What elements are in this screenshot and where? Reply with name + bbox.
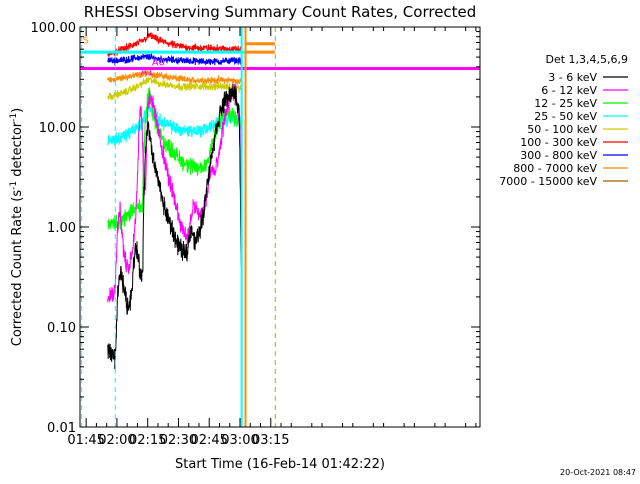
y-axis-label-sup2: -1 — [9, 113, 19, 122]
annotation-0: S — [83, 36, 89, 47]
y-axis-label-end: ) — [10, 108, 25, 113]
series-line-5 — [107, 32, 243, 58]
x-axis-label: Start Time (16-Feb-14 01:42:22) — [175, 457, 385, 472]
legend-label-7: 800 - 7000 keV — [513, 162, 597, 175]
legend-label-8: 7000 - 15000 keV — [499, 175, 597, 188]
x-tick-label-4: 02:45 — [190, 433, 227, 448]
data-layer — [107, 32, 243, 370]
series-line-0 — [107, 83, 243, 370]
y-axis-label: Corrected Count Rate (s-1 detector-1) — [9, 108, 25, 346]
x-tick-label-0: 01:45 — [67, 433, 104, 448]
legend-label-5: 100 - 300 keV — [520, 136, 597, 149]
footer-timestamp: 20-Oct-2021 08:47 — [560, 468, 636, 477]
annotation-2: A0 — [152, 58, 165, 69]
legend-label-2: 12 - 25 keV — [534, 97, 597, 110]
series-line-1 — [107, 83, 243, 303]
legend-label-3: 25 - 50 keV — [534, 110, 597, 123]
series-line-7 — [107, 69, 243, 86]
plot-frame — [79, 26, 481, 428]
y-axis-label-sup1: -1 — [9, 181, 19, 190]
y-axis-label-mid: detector — [10, 121, 25, 181]
x-tick-label-5: 03:00 — [221, 433, 258, 448]
annotation-1: A1 — [141, 67, 154, 78]
y-axis-label-main: Corrected Count Rate (s — [10, 190, 25, 347]
x-tick-label-6: 03:15 — [252, 433, 289, 448]
y-tick-label-4: 0.01 — [47, 421, 76, 436]
y-tick-label-1: 10.00 — [39, 121, 76, 136]
y-tick-label-3: 0.10 — [47, 321, 76, 336]
legend-label-0: 3 - 6 keV — [548, 71, 597, 84]
legend-label-1: 6 - 12 keV — [541, 84, 597, 97]
series-line-6 — [107, 53, 243, 66]
legend-label-4: 50 - 100 keV — [527, 123, 597, 136]
legend-header: Det 1,3,4,5,6,9 — [545, 53, 628, 66]
legend-label-6: 300 - 800 keV — [520, 149, 597, 162]
y-tick-label-0: 100.00 — [31, 21, 77, 36]
x-tick-label-1: 02:00 — [98, 433, 135, 448]
x-tick-label-2: 02:15 — [129, 433, 166, 448]
chart-title: RHESSI Observing Summary Count Rates, Co… — [84, 3, 477, 21]
x-tick-label-3: 02:30 — [160, 433, 197, 448]
y-tick-label-2: 1.00 — [47, 221, 76, 236]
series-line-4 — [107, 77, 243, 101]
